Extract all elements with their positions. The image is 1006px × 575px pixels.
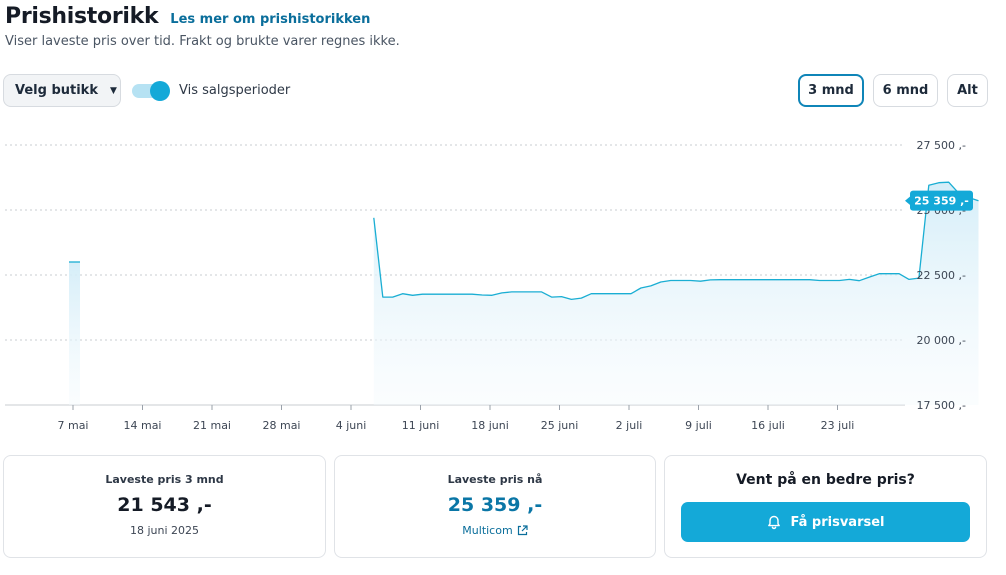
y-tick-label: 17 500 ,- bbox=[917, 399, 966, 412]
store-select[interactable]: Velg butikk ▼ bbox=[3, 74, 121, 107]
sale-periods-toggle-group: Vis salgsperioder bbox=[131, 80, 291, 101]
price-line bbox=[373, 181, 979, 301]
range-6m-button[interactable]: 6 mnd bbox=[873, 74, 938, 107]
price-alert-title: Vent på en bedre pris? bbox=[736, 472, 915, 488]
read-more-link[interactable]: Les mer om prishistorikken bbox=[170, 12, 371, 27]
x-tick-label: 14 mai bbox=[123, 419, 161, 432]
current-price-label: 25 359 ,- bbox=[914, 195, 969, 208]
range-all-button[interactable]: Alt bbox=[947, 74, 988, 107]
range-3m-button[interactable]: 3 mnd bbox=[798, 74, 864, 107]
store-select-label: Velg butikk bbox=[15, 83, 98, 98]
x-tick-label: 9 juli bbox=[685, 419, 712, 432]
x-tick-label: 11 juni bbox=[402, 419, 440, 432]
page-subtitle: Viser laveste pris over tid. Frakt og br… bbox=[5, 34, 400, 49]
x-tick-label: 18 juni bbox=[471, 419, 509, 432]
price-alert-button[interactable]: Få prisvarsel bbox=[681, 502, 970, 542]
lowest-price-3m-card: Laveste pris 3 mnd 21 543 ,- 18 juni 202… bbox=[3, 455, 326, 558]
x-tick-label: 21 mai bbox=[193, 419, 231, 432]
x-tick-label: 2 juli bbox=[616, 419, 643, 432]
x-tick-label: 4 juni bbox=[336, 419, 367, 432]
x-tick-label: 25 juni bbox=[541, 419, 579, 432]
store-link[interactable]: Multicom bbox=[462, 524, 528, 537]
current-price-badge bbox=[910, 190, 973, 211]
lowest-price-now-card: Laveste pris nå 25 359 ,- Multicom bbox=[334, 455, 656, 558]
bell-icon bbox=[767, 515, 780, 529]
y-tick-label: 22 500 ,- bbox=[917, 269, 966, 282]
x-tick-label: 23 juli bbox=[821, 419, 855, 432]
external-link-icon bbox=[517, 525, 528, 536]
x-tick-label: 28 mai bbox=[262, 419, 300, 432]
store-link-label: Multicom bbox=[462, 524, 513, 537]
lowest-3m-value: 21 543 ,- bbox=[117, 494, 212, 516]
lowest-now-value: 25 359 ,- bbox=[447, 494, 543, 516]
price-alert-button-label: Få prisvarsel bbox=[790, 514, 885, 530]
header: Prishistorikk Les mer om prishistorikken bbox=[5, 4, 370, 29]
lowest-3m-date: 18 juni 2025 bbox=[129, 524, 200, 537]
price-area bbox=[373, 182, 979, 405]
sale-periods-label: Vis salgsperioder bbox=[179, 82, 291, 98]
price-alert-card: Vent på en bedre pris? Få prisvarsel bbox=[664, 455, 987, 558]
current-price-pointer bbox=[905, 195, 911, 206]
page-title: Prishistorikk bbox=[5, 4, 159, 29]
y-tick-label: 20 000 ,- bbox=[917, 334, 966, 347]
lowest-now-label: Laveste pris nå bbox=[447, 473, 543, 486]
sale-periods-toggle[interactable] bbox=[131, 80, 170, 101]
x-tick-label: 16 juli bbox=[751, 419, 785, 432]
y-tick-label: 27 500 ,- bbox=[917, 139, 966, 152]
price-chart: 27 500 ,-25 000 ,-22 500 ,-20 000 ,-17 5… bbox=[5, 139, 979, 432]
caret-down-icon: ▼ bbox=[109, 85, 117, 96]
price-area bbox=[69, 262, 80, 405]
x-tick-label: 7 mai bbox=[57, 419, 88, 432]
toggle-knob bbox=[150, 81, 170, 101]
lowest-3m-label: Laveste pris 3 mnd bbox=[105, 473, 224, 486]
